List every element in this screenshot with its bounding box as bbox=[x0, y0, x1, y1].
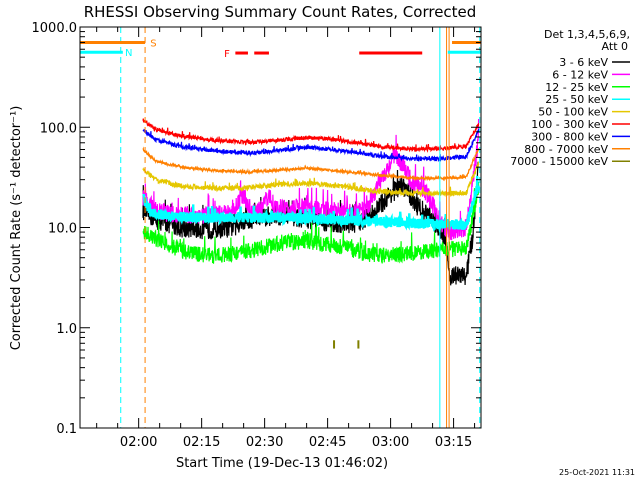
legend-label: 300 - 800 keV bbox=[531, 130, 608, 143]
chart-title: RHESSI Observing Summary Count Rates, Co… bbox=[84, 3, 477, 21]
x-tick-label: 03:00 bbox=[372, 435, 409, 450]
y-axis-label: Corrected Count Rate (s⁻¹ detector⁻¹) bbox=[9, 106, 24, 351]
x-tick-label: 02:30 bbox=[246, 435, 283, 450]
y-tick-label: 1.0 bbox=[56, 322, 77, 337]
legend-label: 50 - 100 keV bbox=[538, 106, 608, 119]
trace-100-300-kev bbox=[142, 118, 480, 153]
trace-300-800-kev bbox=[142, 128, 480, 163]
interval-label-s: S bbox=[150, 39, 156, 50]
y-tick-label: 0.1 bbox=[56, 422, 77, 437]
legend-label: 7000 - 15000 keV bbox=[510, 155, 608, 168]
legend-label: 6 - 12 keV bbox=[552, 68, 608, 81]
y-tick-label: 1000.0 bbox=[32, 21, 78, 36]
y-tick-label: 100.0 bbox=[40, 121, 77, 136]
x-tick-label: 02:45 bbox=[309, 435, 346, 450]
x-tick-label: 02:00 bbox=[120, 435, 157, 450]
interval-label-f: F bbox=[224, 49, 230, 60]
trace-12-25-kev bbox=[142, 181, 480, 264]
legend-label: 25 - 50 keV bbox=[545, 93, 608, 106]
legend-header: Det 1,3,4,5,6,9, bbox=[544, 28, 630, 41]
y-tick-label: 10.0 bbox=[48, 222, 77, 237]
x-axis-label: Start Time (19-Dec-13 01:46:02) bbox=[176, 456, 388, 471]
legend-label: 100 - 300 keV bbox=[531, 118, 608, 131]
y-axis: 1000.0 100.0 10.0 1.0 0.1 bbox=[32, 21, 481, 437]
trace-50-100-kev bbox=[142, 161, 480, 198]
trace-25-50-kev bbox=[142, 175, 480, 233]
legend-header: Att 0 bbox=[602, 40, 628, 53]
x-tick-label: 03:15 bbox=[435, 435, 472, 450]
x-tick-label: 02:15 bbox=[183, 435, 220, 450]
legend-label: 12 - 25 keV bbox=[545, 81, 608, 94]
x-axis: 02:00 02:15 02:30 02:45 03:00 03:15 bbox=[96, 27, 476, 450]
legend-label: 3 - 6 keV bbox=[559, 56, 608, 69]
trace-layer bbox=[142, 118, 480, 349]
trace-3-6-kev bbox=[142, 161, 480, 286]
footer-timestamp: 25-Oct-2021 11:31 bbox=[559, 468, 635, 477]
annotation-layer: SN F bbox=[80, 39, 481, 60]
interval-label-n: N bbox=[125, 48, 132, 59]
legend-label: 800 - 7000 keV bbox=[524, 143, 608, 156]
trace-800-7000-kev bbox=[142, 146, 480, 182]
